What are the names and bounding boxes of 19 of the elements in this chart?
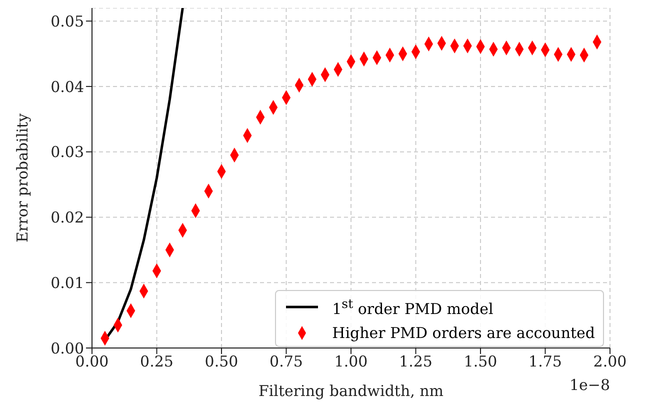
x-tick-label: 0.75 <box>270 352 303 371</box>
x-tick-label: 1.75 <box>528 352 562 371</box>
x-tick-label: 0.00 <box>75 352 109 371</box>
x-tick-label: 0.50 <box>204 352 238 371</box>
y-axis-title: Error probability <box>13 112 32 243</box>
x-tick-label: 1.50 <box>464 352 498 371</box>
y-tick-label: 0.04 <box>50 78 84 96</box>
x-axis-title: Filtering bandwidth, nm <box>258 382 444 400</box>
x-tick-label: 2.00 <box>593 352 627 371</box>
y-tick-label: 0.01 <box>50 274 84 292</box>
legend-label: 1$^{st}$ order PMD model <box>332 295 494 320</box>
y-tick-label: 0.03 <box>50 143 84 162</box>
text: 1e−8 <box>569 376 610 394</box>
x-tick-label: 1.25 <box>399 352 432 371</box>
y-tick-label: 0.05 <box>50 12 84 30</box>
x-tick-label: 1.00 <box>334 352 368 371</box>
legend-label: Higher PMD orders are accounted <box>332 323 595 344</box>
x-tick-label: 0.25 <box>140 352 174 371</box>
y-tick-label: 0.02 <box>50 208 84 227</box>
